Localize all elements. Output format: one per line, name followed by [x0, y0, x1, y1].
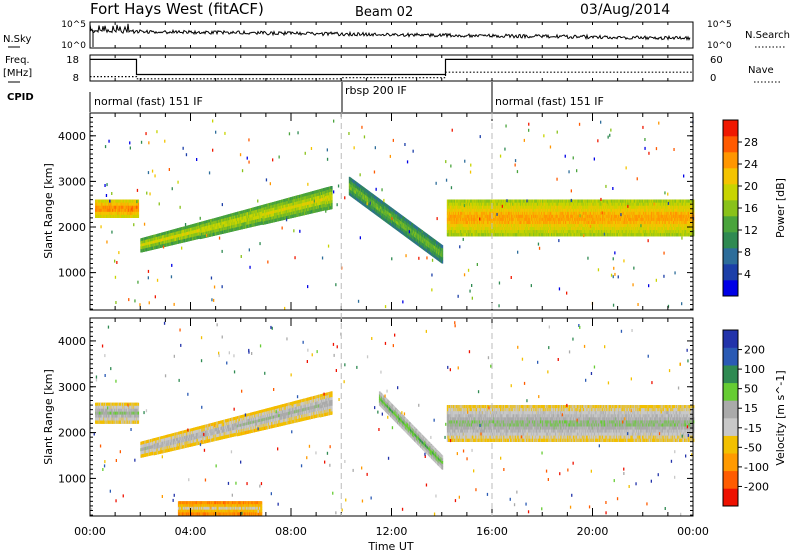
data-cell: [331, 197, 333, 201]
data-cell: [137, 211, 140, 215]
cpid-segment-1: normal (fast) 151 IF: [94, 95, 203, 108]
freq-left-tick-bottom: 8: [73, 73, 79, 84]
noise-left-tick-bottom: 10^0: [61, 41, 86, 51]
noise-left-tick-top: 10^5: [61, 20, 86, 30]
data-cell: [137, 208, 140, 212]
data-cell: [137, 202, 140, 206]
data-cell: [137, 205, 140, 209]
data-cell: [331, 200, 333, 204]
data-cell: [331, 191, 333, 195]
cpid-segment-2: rbsp 200 IF: [345, 84, 407, 97]
data-cell: [331, 186, 333, 190]
data-cell: [331, 194, 333, 198]
power-data: [95, 119, 695, 310]
noise-sky-trace: [89, 23, 691, 47]
cpid-segment-3: normal (fast) 151 IF: [495, 95, 604, 108]
noise-search-label: N.Search: [745, 30, 790, 41]
beam-title: Beam 02: [355, 5, 413, 20]
noise-line: [89, 23, 691, 41]
freq-label-line1: Freq.: [5, 55, 30, 66]
noise-sky-label: N.Sky: [3, 34, 31, 45]
data-cell: [331, 203, 333, 207]
freq-trace: [90, 58, 693, 76]
cpid-panel: CPID normal (fast) 151 IF rbsp 200 IF no…: [7, 82, 604, 112]
nave-right-tick-top: 60: [710, 55, 723, 66]
data-cell: [331, 188, 333, 192]
noise-right-tick-bottom: 10^0: [707, 41, 732, 51]
date-title: 03/Aug/2014: [580, 2, 670, 18]
data-cell: [137, 199, 140, 203]
nave-right-tick-bottom: 0: [710, 73, 716, 84]
data-cell: [331, 205, 333, 210]
nave-trace: [90, 71, 693, 80]
cpid-label: CPID: [7, 92, 34, 103]
freq-label-line2: [MHz]: [3, 68, 32, 79]
noise-right-tick-top: 10^5: [707, 20, 732, 30]
data-cell: [137, 214, 140, 218]
freq-left-tick-top: 18: [66, 55, 79, 66]
noise-panel: N.Sky 10^5 10^0 10^5 10^0 N.Search: [3, 20, 790, 51]
nave-label: Nave: [748, 65, 774, 76]
station-title: Fort Hays West (fitACF): [90, 0, 264, 18]
